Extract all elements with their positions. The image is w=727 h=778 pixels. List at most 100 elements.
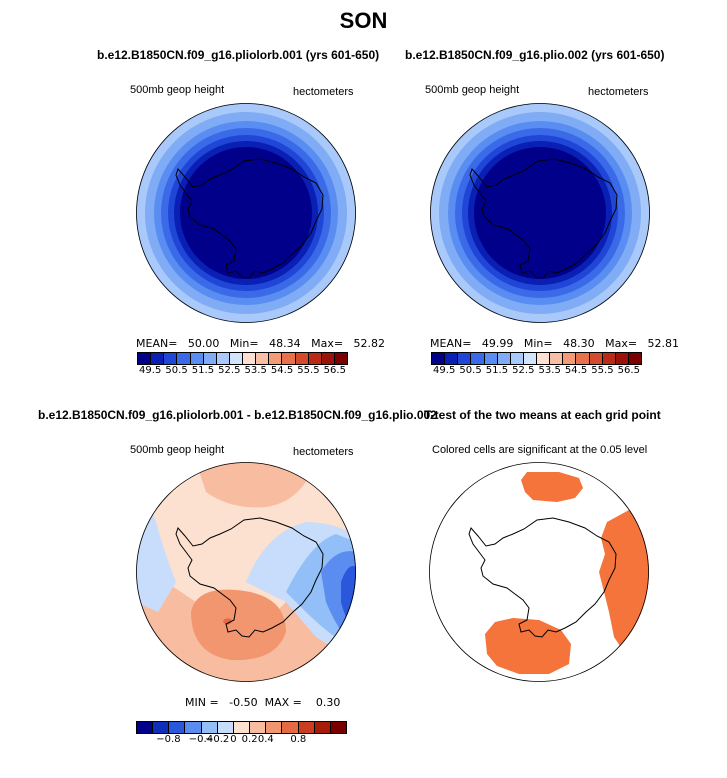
colorbar-swatch — [217, 722, 234, 733]
colorbar-swatch — [269, 353, 283, 364]
colorbar-tick-label: 49.5 — [433, 365, 456, 376]
colorbar-swatch — [243, 353, 257, 364]
panel-2-variable-label: 500mb geop height — [425, 84, 520, 96]
colorbar-swatch — [589, 353, 603, 364]
antarctica-coastline — [175, 517, 324, 638]
colorbar-swatch — [153, 722, 170, 733]
colorbar-tick-label: 52.5 — [218, 365, 241, 376]
map-boundary — [136, 103, 356, 323]
positive-anomaly-max — [223, 618, 232, 625]
colorbar-swatch — [216, 353, 230, 364]
colorbar-swatch — [201, 722, 218, 733]
colorbar-swatch — [137, 722, 154, 733]
colorbar-swatch — [537, 353, 551, 364]
colorbar-swatch — [334, 353, 347, 364]
figure-title: SON — [339, 8, 388, 33]
colorbar-swatch — [151, 353, 165, 364]
colorbar-tick-label: 51.5 — [485, 365, 509, 376]
colorbar-swatch — [190, 353, 204, 364]
antarctica-coastline — [175, 158, 324, 279]
colorbar-swatch — [471, 353, 485, 364]
panel-1-polar-map — [136, 103, 356, 323]
colorbar-swatch — [203, 353, 217, 364]
colorbar-swatch — [432, 353, 446, 364]
panel-3-variable-label: 500mb geop height — [130, 444, 225, 456]
panel-3-stats: MIN = -0.50 MAX = 0.30 — [185, 696, 341, 709]
colorbar-tick-label: 0.2 — [241, 734, 258, 745]
colorbar-swatch — [550, 353, 564, 364]
panel-1-units-label: hectometers — [293, 86, 354, 98]
colorbar-swatch — [563, 353, 577, 364]
colorbar-swatch — [282, 722, 299, 733]
colorbar-swatch — [308, 353, 322, 364]
height-contour-core — [180, 147, 312, 279]
colorbar-swatch — [185, 722, 202, 733]
colorbar-tick-label: 53.5 — [538, 365, 561, 376]
colorbar-swatch — [330, 722, 347, 733]
colorbar-tick-label: 54.5 — [564, 365, 588, 376]
colorbar-swatch — [282, 353, 296, 364]
map-boundary — [136, 462, 356, 682]
colorbar-swatch — [615, 353, 629, 364]
map-boundary — [430, 103, 650, 323]
colorbar-tick-label: 0 — [230, 734, 237, 745]
panel-4-title: T-test of the two means at each grid poi… — [424, 408, 661, 422]
colorbar-tick-label: 53.5 — [244, 365, 267, 376]
panel-1-title: b.e12.B1850CN.f09_g16.pliolorb.001 (yrs … — [97, 48, 380, 62]
colorbar-tick-label: 50.5 — [165, 365, 188, 376]
significant-region — [485, 618, 571, 674]
colorbar-swatch — [298, 722, 315, 733]
panel-1-colorbar: 49.5 50.5 51.5 52.5 53.5 54.5 55.5 56.5 — [137, 352, 348, 377]
colorbar-swatch — [138, 353, 152, 364]
antarctica-coastline — [468, 517, 617, 638]
colorbar-swatch — [523, 353, 537, 364]
colorbar-swatch — [458, 353, 472, 364]
colorbar-tick-label: 0.8 — [290, 734, 307, 745]
colorbar-tick-label: 54.5 — [270, 365, 294, 376]
colorbar-tick-label: 51.5 — [191, 365, 215, 376]
colorbar-swatch — [484, 353, 498, 364]
colorbar-swatch — [295, 353, 309, 364]
panel-3-units-label: hectometers — [293, 446, 354, 458]
colorbar-swatch — [250, 722, 267, 733]
colorbar-tick-label: 50.5 — [459, 365, 482, 376]
colorbar-swatch — [177, 353, 191, 364]
panel-1-variable-label: 500mb geop height — [130, 84, 225, 96]
colorbar-swatch — [628, 353, 641, 364]
significant-region — [521, 472, 583, 502]
colorbar-swatch — [321, 353, 335, 364]
colorbar-swatch — [314, 722, 331, 733]
panel-3-title: b.e12.B1850CN.f09_g16.pliolorb.001 - b.e… — [38, 408, 437, 422]
height-contour-core — [474, 147, 606, 279]
colorbar-swatch — [229, 353, 243, 364]
colorbar-swatch — [510, 353, 524, 364]
panel-4-caption: Colored cells are significant at the 0.0… — [432, 444, 648, 456]
positive-anomaly-core — [191, 589, 286, 661]
colorbar-swatch — [164, 353, 178, 364]
colorbar-tick-label: 56.5 — [617, 365, 640, 376]
antarctica-coastline — [469, 158, 618, 279]
panel-2-colorbar: 49.5 50.5 51.5 52.5 53.5 54.5 55.5 56.5 — [431, 352, 642, 377]
colorbar-tick-label: 55.5 — [297, 365, 320, 376]
panel-3-colorbar: −0.8 −0.4 −0.2 0 0.2 0.4 0.8 — [136, 721, 347, 746]
colorbar-tick-label: 0.4 — [257, 734, 274, 745]
positive-anomaly-region — [196, 462, 316, 508]
colorbar-swatch — [256, 353, 270, 364]
colorbar-swatch — [602, 353, 616, 364]
colorbar-swatch — [576, 353, 590, 364]
colorbar-tick-label: 55.5 — [591, 365, 614, 376]
panel-2-title: b.e12.B1850CN.f09_g16.plio.002 (yrs 601-… — [405, 48, 665, 62]
colorbar-tick-label: −0.2 — [204, 734, 230, 745]
colorbar-tick-label: 56.5 — [323, 365, 346, 376]
colorbar-swatch — [445, 353, 459, 364]
colorbar-tick-label: 52.5 — [512, 365, 535, 376]
panel-2-polar-map — [430, 103, 650, 323]
panel-1-stats: MEAN= 50.00 Min= 48.34 Max= 52.82 — [136, 337, 386, 350]
panel-4-polar-map — [429, 462, 649, 682]
colorbar-swatch — [233, 722, 251, 733]
colorbar-tick-label: −0.4 — [188, 734, 214, 745]
map-boundary — [429, 462, 649, 682]
panel-2-units-label: hectometers — [588, 86, 649, 98]
colorbar-swatch — [266, 722, 283, 733]
colorbar-swatch — [169, 722, 186, 733]
